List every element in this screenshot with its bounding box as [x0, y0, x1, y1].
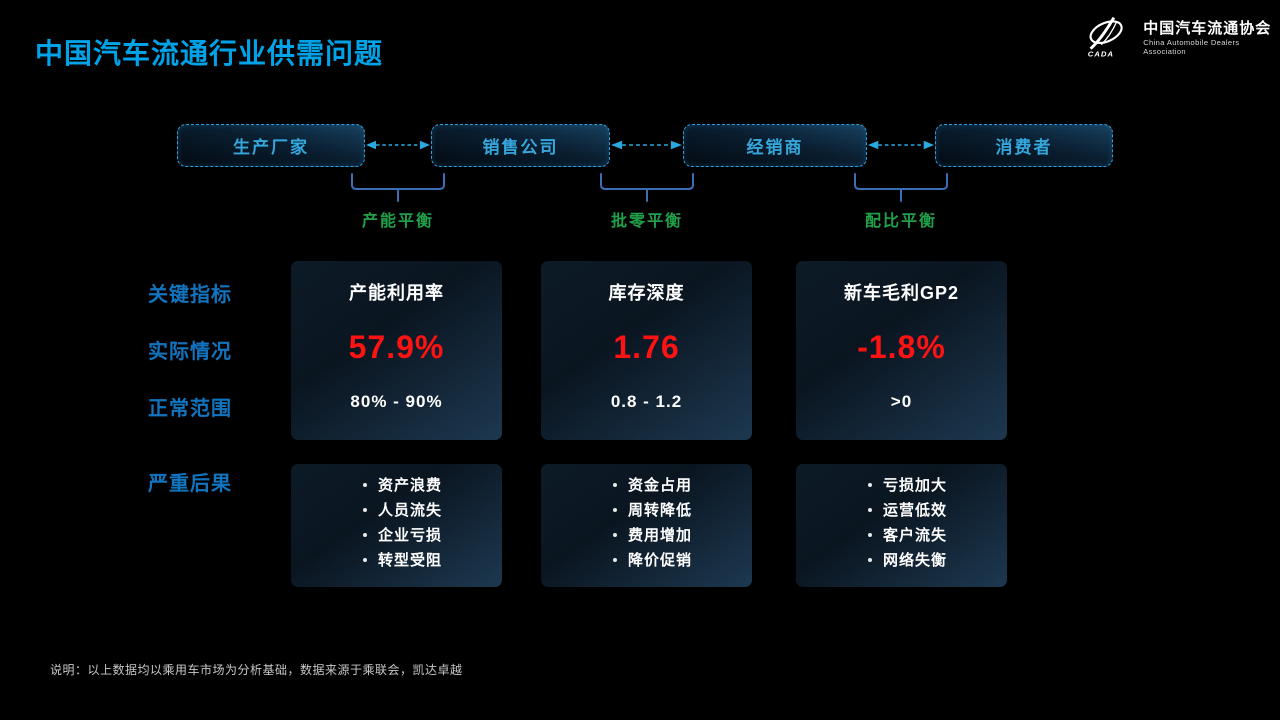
brace-icon — [599, 173, 695, 203]
normal-range: 80% - 90% — [350, 392, 443, 411]
actual-value: 1.76 — [613, 329, 680, 365]
flow-node-label: 经销商 — [746, 138, 804, 157]
indicator-title: 产能利用率 — [349, 283, 444, 303]
double-arrow-icon — [611, 139, 682, 151]
cada-logo-icon: CADA — [1088, 16, 1123, 58]
brace-icon — [853, 173, 949, 203]
actual-value: 57.9% — [348, 329, 445, 365]
consequence-item: 周转降低 — [613, 497, 752, 522]
consequence-card-gross-profit: 亏损加大 运营低效 客户流失 网络失衡 — [796, 464, 1007, 587]
actual-value: -1.8% — [857, 329, 946, 365]
consequence-item: 费用增加 — [613, 522, 752, 547]
flow-node-sales-company: 销售公司 — [431, 124, 610, 167]
logo-name-cn: 中国汽车流通协会 — [1143, 19, 1272, 37]
bullet-icon — [868, 557, 872, 562]
consequence-item: 资产浪费 — [363, 472, 502, 497]
flow-node-consumer: 消费者 — [935, 124, 1113, 167]
consequence-item: 客户流失 — [868, 522, 1007, 547]
metric-card-gross-profit: 新车毛利GP2 -1.8% >0 — [796, 261, 1007, 440]
logo-name-en: China Automobile Dealers Association — [1143, 38, 1240, 56]
consequence-item: 亏损加大 — [868, 472, 1007, 497]
row-label-normal-range: 正常范围 — [148, 398, 232, 420]
balance-label-wholesale-retail: 批零平衡 — [610, 213, 683, 230]
indicator-title: 新车毛利GP2 — [843, 283, 960, 303]
indicator-title: 库存深度 — [608, 283, 685, 303]
bullet-icon — [363, 482, 367, 487]
consequence-item: 企业亏损 — [363, 522, 502, 547]
bullet-icon — [868, 507, 872, 512]
metric-card-inventory: 库存深度 1.76 0.8 - 1.2 — [541, 261, 752, 440]
bullet-icon — [613, 507, 617, 512]
double-arrow-icon — [868, 139, 934, 151]
bullet-icon — [613, 532, 617, 537]
consequence-item: 人员流失 — [363, 497, 502, 522]
flow-node-dealer: 经销商 — [683, 124, 867, 167]
flow-node-label: 销售公司 — [482, 138, 559, 157]
double-arrow-icon — [366, 139, 430, 151]
bullet-icon — [363, 507, 367, 512]
flow-node-manufacturer: 生产厂家 — [177, 124, 365, 167]
bullet-icon — [363, 557, 367, 562]
metric-card-capacity: 产能利用率 57.9% 80% - 90% — [291, 261, 502, 440]
consequence-card-capacity: 资产浪费 人员流失 企业亏损 转型受阻 — [291, 464, 502, 587]
page-title: 中国汽车流通行业供需问题 — [35, 38, 384, 69]
consequence-item: 网络失衡 — [868, 547, 1007, 572]
row-label-actual-situation: 实际情况 — [148, 341, 232, 363]
balance-label-capacity: 产能平衡 — [361, 213, 434, 230]
bullet-icon — [868, 482, 872, 487]
consequence-item: 运营低效 — [868, 497, 1007, 522]
bullet-icon — [613, 557, 617, 562]
cada-mark-text: CADA — [1088, 49, 1114, 58]
flow-node-label: 消费者 — [995, 138, 1053, 157]
consequence-item: 转型受阻 — [363, 547, 502, 572]
brace-icon — [350, 173, 446, 203]
bullet-icon — [868, 532, 872, 537]
row-label-key-indicator: 关键指标 — [148, 284, 232, 306]
consequence-item: 降价促销 — [613, 547, 752, 572]
bullet-icon — [363, 532, 367, 537]
consequence-card-inventory: 资金占用 周转降低 费用增加 降价促销 — [541, 464, 752, 587]
balance-label-ratio: 配比平衡 — [864, 213, 937, 230]
bullet-icon — [613, 482, 617, 487]
footnote: 说明：以上数据均以乘用车市场为分析基础，数据来源于乘联会，凯达卓越 — [50, 663, 463, 677]
cada-logo: CADA 中国汽车流通协会 China Automobile Dealers A… — [1078, 15, 1280, 61]
cada-logo-text: 中国汽车流通协会 China Automobile Dealers Associ… — [1143, 20, 1280, 57]
row-label-consequences: 严重后果 — [148, 473, 232, 495]
normal-range: >0 — [890, 392, 913, 411]
normal-range: 0.8 - 1.2 — [610, 392, 683, 411]
flow-node-label: 生产厂家 — [233, 138, 309, 157]
consequence-item: 资金占用 — [613, 472, 752, 497]
